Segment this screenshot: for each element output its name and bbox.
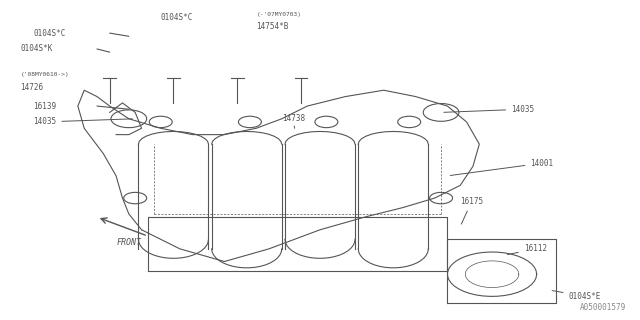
Text: 0104S*C: 0104S*C (33, 28, 66, 38)
Text: 14035: 14035 (33, 117, 132, 126)
Text: 0104S*C: 0104S*C (161, 13, 193, 22)
Text: 16175: 16175 (460, 197, 483, 224)
Text: 16112: 16112 (508, 244, 547, 255)
Text: 14726: 14726 (20, 83, 44, 92)
Text: (-'07MY0703): (-'07MY0703) (256, 12, 301, 17)
Text: 14035: 14035 (444, 105, 534, 114)
Text: 14738: 14738 (282, 114, 305, 128)
Text: 0104S*E: 0104S*E (552, 291, 601, 301)
Text: A050001579: A050001579 (580, 303, 626, 312)
Text: ('08MY0610->): ('08MY0610->) (20, 72, 69, 77)
Text: 14754*B: 14754*B (256, 22, 289, 31)
Text: FRONT: FRONT (116, 238, 141, 247)
Text: 0104S*K: 0104S*K (20, 44, 53, 53)
Text: 14001: 14001 (450, 159, 554, 175)
Text: 16139: 16139 (33, 101, 56, 111)
